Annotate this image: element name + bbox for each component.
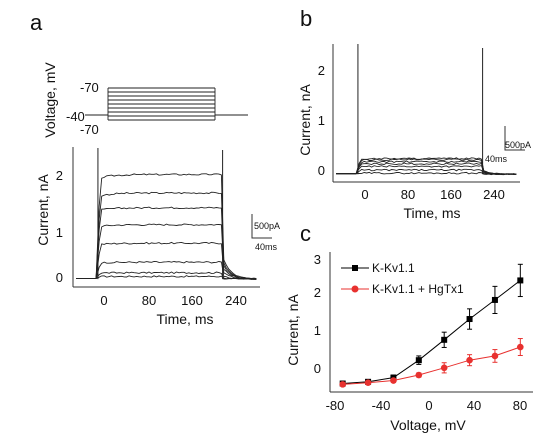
panel-b-x-axis-label: Time, ms [403, 205, 460, 221]
panel-a-ytick-2: 2 [56, 168, 63, 183]
point-kv11-4 [441, 336, 448, 343]
panel-a-ytick-0: 0 [56, 270, 63, 285]
panel-b-scalebar-y-label: 500pA [505, 140, 531, 150]
point-kv11-6 [491, 296, 498, 303]
voltage-step-traces [85, 87, 248, 121]
panel-c-ytick-3: 3 [314, 252, 321, 267]
panel-b-scalebar-x-label: 40ms [485, 154, 508, 164]
legend-marker-kv11 [352, 265, 358, 271]
panel-c-xtick-40: 40 [467, 398, 481, 413]
panel-b-scalebar: 500pA 40ms [485, 126, 531, 164]
panel-c-legend: K-Kv1.1 K-Kv1.1 + HgTx1 [341, 261, 464, 296]
panel-c-series [339, 263, 524, 388]
panel-c-xtick-n40: -40 [372, 398, 391, 413]
voltage-axis-label: Voltage, mV [42, 62, 58, 138]
point-hgtx1-6 [491, 352, 499, 360]
panel-b-ytick-1: 1 [318, 113, 325, 128]
series-line-hgtx1 [342, 346, 521, 385]
panel-c-ytick-2: 2 [314, 285, 321, 300]
panel-b-xtick-80: 80 [401, 187, 415, 202]
panel-a-xtick-0: 0 [100, 293, 107, 308]
panel-c-x-axis-label: Voltage, mV [390, 417, 466, 433]
point-hgtx1-7 [517, 343, 524, 351]
point-kv11-3 [415, 357, 422, 364]
voltage-label-top: -70 [80, 80, 99, 95]
panel-a-trace-3 [76, 241, 257, 280]
panel-b-ytick-0: 0 [318, 163, 325, 178]
panel-a-current-plot: Current, nA 0 1 2 0 80 160 240 Time, ms … [35, 147, 280, 327]
panel-b-trace-0 [336, 171, 517, 176]
panel-a-trace-2 [76, 261, 257, 280]
panel-c-xtick-0: 0 [425, 398, 432, 413]
panel-a-scalebar: 500pA 40ms [251, 214, 280, 252]
point-kv11-7 [517, 277, 524, 284]
panel-b-current-traces [336, 44, 517, 176]
panel-a-current-traces [76, 148, 257, 280]
panel-b-xtick-0: 0 [361, 187, 368, 202]
panel-c-letter: c [300, 221, 311, 246]
voltage-label-hold: -40 [66, 109, 85, 124]
panel-a-xtick-80: 80 [142, 293, 156, 308]
point-hgtx1-0 [339, 381, 346, 388]
panel-a-letter: a [30, 10, 43, 35]
voltage-label-bottom: -70 [80, 122, 99, 137]
panel-a-trace-5 [76, 206, 257, 280]
panel-c-iv-plot: Current, nA 3 2 1 0 -80 -40 0 40 80 Volt… [285, 252, 533, 433]
panel-c-xtick-n80: -80 [326, 398, 345, 413]
panel-a-xtick-240: 240 [225, 293, 247, 308]
panel-b-xtick-240: 240 [483, 187, 505, 202]
panel-a-scalebar-x-label: 40ms [255, 242, 278, 252]
panel-b-ytick-2: 2 [318, 63, 325, 78]
legend-label-hgtx1: K-Kv1.1 + HgTx1 [372, 282, 464, 296]
panel-c-xtick-80: 80 [513, 398, 527, 413]
panel-a-trace-7 [76, 173, 257, 280]
panel-b-current-plot: Current, nA 0 1 2 0 80 160 240 Time, ms … [297, 44, 531, 221]
point-hgtx1-5 [466, 356, 473, 364]
panel-a-trace-4 [76, 223, 257, 280]
panel-b-letter: b [300, 6, 312, 31]
series-line-kv11 [342, 280, 521, 384]
panel-a-scalebar-y-label: 500pA [254, 221, 280, 231]
point-kv11-5 [466, 316, 473, 323]
panel-a-trace-6 [76, 191, 257, 280]
legend-label-kv11: K-Kv1.1 [372, 261, 415, 275]
panel-c-ytick-0: 0 [314, 361, 321, 376]
legend-marker-hgtx1 [351, 285, 359, 293]
panel-b-trace-6 [336, 157, 517, 175]
panel-b-xtick-160: 160 [440, 187, 462, 202]
panel-b-trace-3 [336, 162, 517, 175]
point-hgtx1-1 [364, 379, 372, 386]
panel-c-ytick-1: 1 [314, 323, 321, 338]
voltage-protocol: Voltage, mV -70 -40 -70 [42, 62, 248, 138]
panel-c-y-axis-label: Current, nA [285, 294, 301, 366]
point-hgtx1-3 [415, 371, 423, 379]
point-hgtx1-4 [440, 364, 448, 372]
panel-a-xtick-160: 160 [181, 293, 203, 308]
panel-b-y-axis-label: Current, nA [297, 84, 313, 156]
panel-a-trace-1 [76, 271, 257, 280]
panel-a-y-axis-label: Current, nA [35, 174, 51, 246]
panel-a-x-axis-label: Time, ms [156, 311, 213, 327]
panel-a-ytick-1: 1 [56, 225, 63, 240]
point-hgtx1-2 [390, 377, 397, 384]
